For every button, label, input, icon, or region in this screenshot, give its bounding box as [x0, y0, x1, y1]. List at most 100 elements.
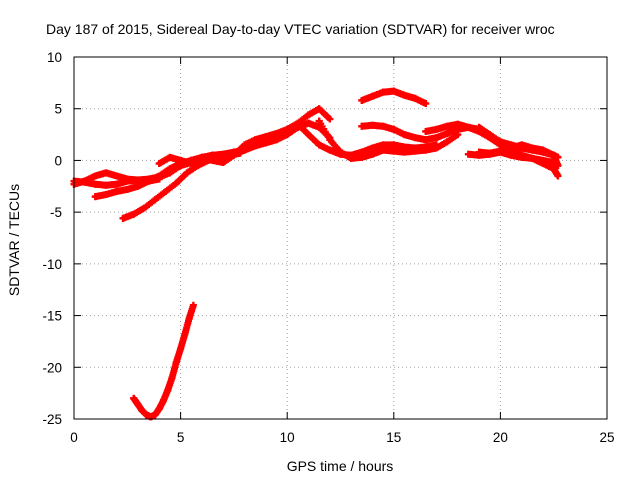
data-point: [400, 91, 408, 99]
data-point: [305, 119, 313, 127]
data-point: [432, 134, 440, 142]
data-point: [432, 125, 440, 133]
data-point: [283, 131, 291, 139]
data-point: [91, 180, 99, 188]
y-axis-label: SDTVAR / TECUs: [6, 184, 22, 296]
data-point: [113, 180, 121, 188]
data-point: [550, 158, 558, 166]
y-tick-label: 0: [54, 153, 62, 168]
data-point: [443, 130, 451, 138]
data-point: [390, 147, 398, 155]
data-point: [422, 100, 430, 108]
y-tick-label: -20: [42, 360, 62, 375]
series-track-dip: [130, 301, 197, 421]
data-point: [185, 315, 193, 323]
plot-border: [73, 56, 608, 420]
data-point: [189, 301, 197, 309]
data-point: [454, 120, 462, 128]
data-point: [198, 154, 206, 162]
data-point: [151, 411, 159, 419]
data-point: [305, 111, 313, 119]
data-point: [422, 136, 430, 144]
data-point: [443, 138, 451, 146]
data-point: [134, 176, 142, 184]
series-track-j: [358, 87, 430, 108]
data-point: [368, 150, 376, 158]
data-point: [140, 204, 148, 212]
data-point: [134, 401, 142, 409]
data-point: [183, 169, 191, 177]
y-tick-label: 10: [47, 50, 62, 65]
x-axis-label: GPS time / hours: [287, 458, 394, 474]
data-point: [166, 165, 174, 173]
data-point: [539, 146, 547, 154]
data-point: [443, 122, 451, 130]
x-tick-label: 10: [280, 430, 295, 445]
data-point: [368, 121, 376, 129]
data-point: [507, 144, 515, 152]
data-point: [496, 148, 504, 156]
data-point: [432, 144, 440, 152]
data-point: [315, 117, 323, 125]
data-point: [528, 154, 536, 162]
data-point: [368, 92, 376, 100]
data-point: [368, 144, 376, 152]
data-point: [172, 358, 180, 366]
data-point: [123, 175, 131, 183]
series-track-f: [177, 119, 334, 170]
data-point: [550, 151, 558, 159]
data-point: [337, 148, 344, 156]
y-tick-label: -25: [42, 412, 62, 427]
data-point: [155, 160, 163, 168]
data-point: [181, 330, 189, 338]
data-point: [507, 151, 515, 159]
x-tick-label: 0: [70, 430, 78, 445]
data-point: [273, 130, 281, 138]
data-point: [134, 182, 142, 190]
data-point: [315, 141, 323, 149]
series-track-n: [464, 148, 562, 170]
data-point: [358, 96, 366, 104]
data-point: [262, 133, 270, 141]
data-point: [326, 115, 334, 123]
data-point: [166, 153, 174, 161]
data-point: [119, 214, 127, 222]
data-point: [162, 187, 170, 195]
x-tick-label: 15: [386, 430, 401, 445]
data-point: [496, 138, 504, 146]
data-point: [464, 123, 472, 131]
data-point: [142, 411, 150, 419]
data-series: [70, 87, 562, 421]
data-point: [539, 156, 547, 164]
data-point: [486, 150, 494, 158]
grid-lines: [74, 57, 607, 419]
y-tick-label: 5: [54, 102, 62, 117]
data-point: [422, 127, 430, 135]
series-track-h: [315, 117, 462, 162]
data-point: [411, 94, 419, 102]
data-point: [102, 181, 110, 189]
data-point: [102, 191, 110, 199]
data-point: [528, 144, 536, 152]
data-point: [379, 88, 387, 96]
data-point: [518, 141, 526, 149]
data-point: [518, 153, 526, 161]
data-point: [422, 146, 430, 154]
data-point: [486, 131, 494, 139]
data-point: [358, 122, 366, 130]
data-point: [130, 210, 138, 218]
data-point: [326, 146, 334, 154]
data-point: [358, 153, 366, 161]
data-point: [251, 136, 259, 144]
data-point: [262, 139, 270, 147]
y-tick-label: -10: [42, 257, 62, 272]
data-point: [251, 142, 259, 150]
data-point: [155, 405, 163, 413]
data-point: [315, 105, 323, 113]
x-tick-label: 25: [599, 430, 614, 445]
data-point: [554, 162, 562, 170]
data-point: [145, 177, 153, 185]
x-tick-label: 5: [177, 430, 185, 445]
data-point: [172, 179, 180, 187]
